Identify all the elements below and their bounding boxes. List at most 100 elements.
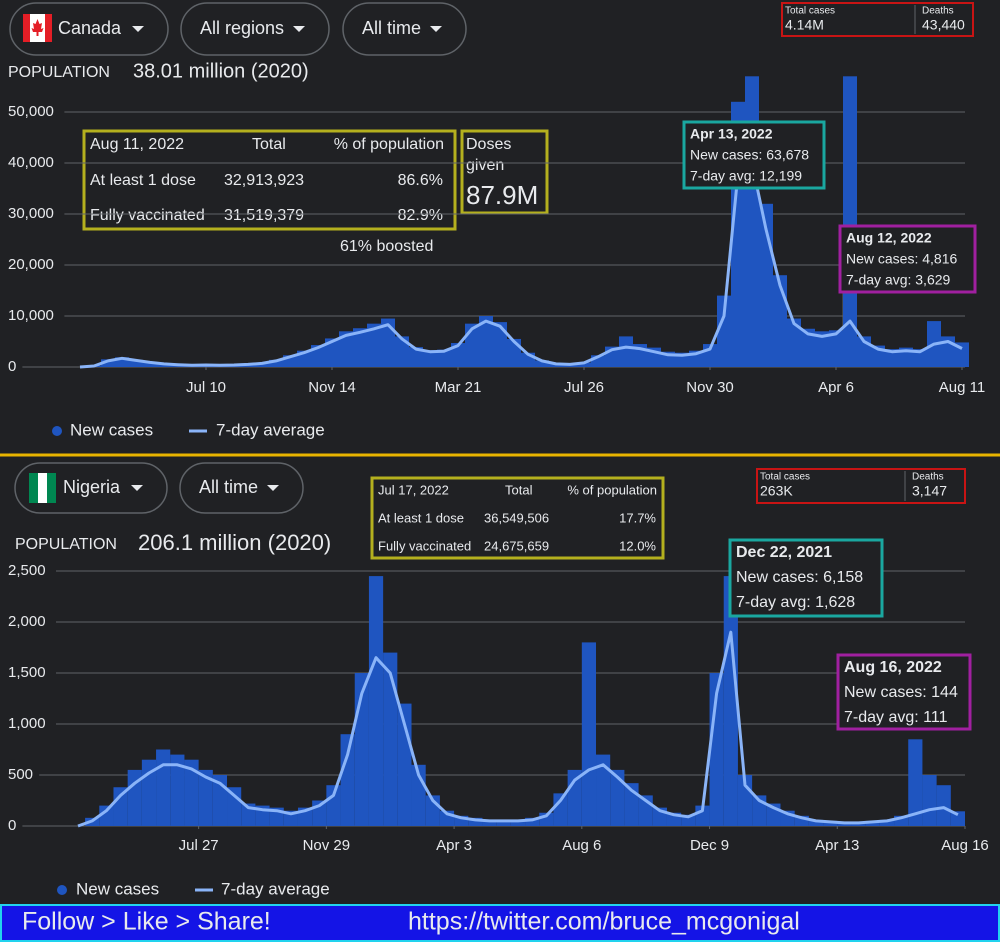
bar <box>381 318 395 367</box>
vaccination-header: % of population <box>334 136 444 153</box>
tooltip-title: Apr 13, 2022 <box>690 126 773 142</box>
bar <box>479 316 493 367</box>
vaccination-cell: Fully vaccinated <box>90 207 205 224</box>
x-tick-label: Nov 30 <box>686 379 734 396</box>
bar <box>468 817 483 826</box>
dropdown[interactable]: All time <box>342 2 467 56</box>
bar <box>745 76 759 368</box>
bar <box>829 330 843 367</box>
average-line <box>79 161 963 369</box>
bar <box>353 328 367 367</box>
bar <box>143 361 157 367</box>
x-tick-label: Aug 6 <box>562 837 601 854</box>
bar <box>619 336 633 367</box>
dropdown[interactable]: All regions <box>180 2 330 56</box>
flag-band <box>38 473 47 503</box>
doses-label-wrap: Doses given <box>466 136 512 174</box>
legend-marker <box>57 885 67 895</box>
bar <box>367 323 381 367</box>
bar <box>383 652 398 826</box>
y-tick-label: 50,000 <box>8 103 54 120</box>
bar <box>339 331 353 367</box>
legend-marker <box>52 426 62 436</box>
average-line <box>77 630 959 828</box>
tooltip-title: Aug 16, 2022 <box>844 659 942 676</box>
bar <box>283 355 297 367</box>
x-tick-label: Apr 13 <box>815 837 859 854</box>
bar <box>482 819 497 826</box>
bar <box>156 749 171 826</box>
bar <box>801 328 815 367</box>
x-tick-label: Nov 14 <box>308 379 356 396</box>
bar <box>794 815 809 826</box>
vaccination-cell: 32,913,923 <box>224 172 304 189</box>
tooltip-line: 7-day avg: 111 <box>844 709 948 726</box>
dropdown-caret <box>293 26 305 32</box>
x-tick-label: Jul 10 <box>186 379 226 396</box>
vaccination-cell: 12.0% <box>619 538 656 553</box>
dropdown[interactable]: All time <box>179 462 304 514</box>
stat-label: Total cases <box>760 472 810 483</box>
dropdown-label: All time <box>199 477 258 497</box>
legend-label: 7-day average <box>216 420 325 439</box>
bar <box>610 769 625 826</box>
bar <box>99 805 114 826</box>
bar <box>908 739 923 826</box>
bar <box>493 322 507 367</box>
y-tick-label: 0 <box>8 358 16 375</box>
stats-box <box>781 2 974 37</box>
bar <box>553 793 568 826</box>
bar <box>198 769 213 826</box>
bar <box>326 785 341 826</box>
vaccination-cell: 17.7% <box>619 510 656 525</box>
bar <box>843 76 857 368</box>
flag-band <box>45 14 52 42</box>
bar <box>681 814 696 826</box>
bar <box>395 336 409 367</box>
stat-value: 4.14M <box>785 17 824 33</box>
population-value: 38.01 million (2020) <box>133 60 309 82</box>
bar <box>368 576 384 826</box>
doses-box <box>460 129 549 215</box>
x-tick-label: Apr 3 <box>436 837 472 854</box>
y-tick-label: 1,500 <box>8 664 46 681</box>
vaccination-cell: 24,675,659 <box>484 538 549 553</box>
bar <box>936 785 951 826</box>
bar <box>723 576 738 826</box>
y-tick-label: 2,500 <box>8 562 46 579</box>
tooltip-line: 7-day avg: 1,628 <box>736 594 855 611</box>
x-tick-label: Aug 16 <box>941 837 989 854</box>
bar <box>451 343 465 367</box>
bar <box>591 355 605 367</box>
tooltip-line: 7-day avg: 12,199 <box>690 168 802 184</box>
tooltip-box <box>682 120 826 190</box>
bar <box>129 359 143 367</box>
dropdown-caret <box>131 485 143 491</box>
footer-left: Follow > Like > Share! <box>22 908 271 936</box>
doses-label: Doses given <box>466 136 512 174</box>
x-tick-label: Mar 21 <box>435 379 482 396</box>
x-tick-label: Jul 26 <box>564 379 604 396</box>
vaccination-cell: 36,549,506 <box>484 510 549 525</box>
bar <box>437 349 451 367</box>
vaccination-header: Jul 17, 2022 <box>378 482 449 497</box>
legend-label: New cases <box>70 420 153 439</box>
bar <box>581 642 597 826</box>
vaccination-cell: 82.9% <box>398 207 443 224</box>
vaccination-header: % of population <box>567 482 657 497</box>
bar <box>170 754 185 826</box>
bar <box>577 362 591 367</box>
flag-band <box>47 473 56 503</box>
bar <box>913 349 927 367</box>
y-tick-label: 40,000 <box>8 154 54 171</box>
population-label: POPULATION <box>15 536 117 553</box>
y-tick-label: 20,000 <box>8 256 54 273</box>
bar <box>340 734 355 826</box>
footer-link: https://twitter.com/bruce_mcgonigal <box>408 908 800 936</box>
stat-label: Total cases <box>785 6 835 17</box>
tooltip-line: New cases: 6,158 <box>736 569 863 586</box>
stats-box <box>756 468 966 504</box>
stat-value: 3,147 <box>912 483 947 499</box>
bar <box>885 349 899 367</box>
